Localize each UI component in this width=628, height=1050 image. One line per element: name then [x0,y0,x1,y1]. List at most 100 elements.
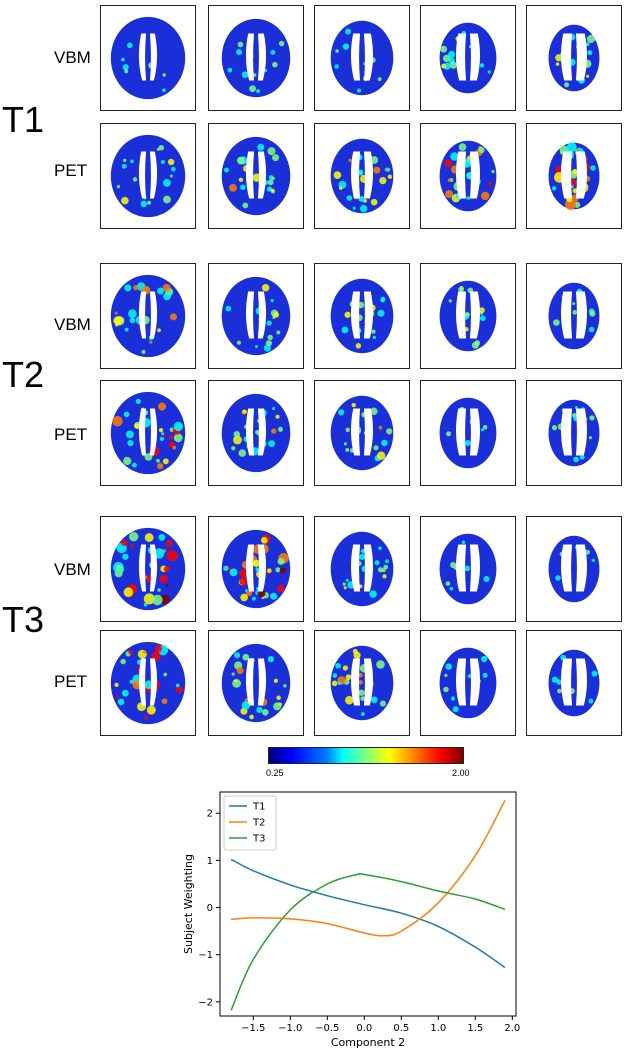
activation-spot [233,652,241,659]
ventricle-left [455,544,467,592]
activation-spot [572,302,576,306]
x-axis-ticks: −1.5 −1.0 −0.5 0.0 0.5 1.0 1.5 2.0 [241,1016,520,1034]
activation-spot [335,49,339,53]
activation-spot [233,435,242,445]
activation-spot [241,701,251,710]
activation-spot [163,195,171,204]
ventricle-right [257,291,267,339]
activation-spot [358,673,363,678]
activation-spot [441,63,447,69]
activation-spot [352,206,356,210]
activation-spot [227,67,233,73]
activation-spot [115,323,119,327]
activation-spot [443,686,449,693]
activation-spot [129,531,139,542]
activation-spot [579,454,585,460]
activation-spot [236,667,244,675]
activation-spot [162,88,166,93]
brain-slice-panel [526,123,622,229]
activation-spot [379,176,387,185]
activation-spot [467,674,472,679]
activation-spot [551,424,558,431]
y-axis-label: Subject Weighting [182,854,195,954]
activation-spot [129,679,134,684]
activation-spot [440,45,448,53]
activation-spot [273,702,282,711]
activation-spot [158,402,167,411]
activation-spot [156,458,160,463]
activation-spot [479,315,486,322]
group-label-t2: T2 [2,354,45,395]
activation-spot [371,329,376,334]
ventricle-right [363,658,374,706]
activation-spot [167,158,175,166]
activation-spot [120,658,126,665]
activation-spot [378,546,382,551]
activation-spot [126,42,133,49]
activation-spot [376,451,386,460]
activation-spot [266,568,272,574]
activation-spot [345,427,350,433]
activation-spot [585,549,590,555]
ventricle-right [363,544,374,592]
legend-box [223,795,277,851]
activation-spot [115,564,122,571]
activation-spot [358,195,365,203]
brain-slice [330,395,394,471]
brain-slice [548,24,600,92]
activation-spot [267,334,273,341]
activation-spot [487,181,492,186]
activation-spot [445,663,452,670]
activation-spot [357,88,362,93]
ventricle-left [455,33,467,81]
ventricle-left [455,151,467,199]
activation-spot [587,50,593,56]
activation-spot [331,680,338,687]
activation-spot [162,283,171,292]
activation-spot [270,49,276,55]
activation-spot [261,283,270,292]
activation-spot [333,171,342,179]
activation-spot [345,674,352,680]
brain-slice [110,391,186,475]
activation-spot [160,594,170,605]
activation-spot [342,43,350,50]
brain-slice [439,647,497,719]
activation-spot [450,696,456,701]
activation-spot [342,582,346,586]
brain-slice [548,282,600,350]
activation-spot [124,69,129,74]
brain-slice-panel [208,630,304,736]
ventricle-right [575,151,587,199]
activation-spot [161,432,165,436]
activation-spot [461,540,466,545]
activation-spot [238,177,244,182]
activation-spot [277,584,285,593]
activation-spot [162,179,171,187]
activation-spot [377,77,382,82]
activation-spot [591,670,598,677]
ventricle-left [350,658,361,706]
activation-spot [112,415,123,427]
activation-spot [157,588,161,592]
ventricle-left [561,408,573,456]
activation-spot [360,548,366,554]
activation-spot [444,673,448,678]
activation-spot [144,680,153,689]
activation-spot [266,186,273,192]
activation-spot [173,421,184,432]
activation-spot [225,305,232,312]
ventricle-left [245,291,255,339]
activation-spot [370,407,378,415]
ventricle-left [138,151,147,199]
activation-spot [168,435,174,440]
y-tick-label: 2 [207,809,213,820]
x-tick-label: 1.0 [430,1023,446,1034]
activation-spot [359,553,366,560]
plot-frame [219,791,517,1017]
brain-slice-panel [100,516,196,622]
activation-spot [386,428,393,435]
activation-spot [346,195,353,201]
activation-spot [372,335,376,340]
activation-spot [270,298,274,303]
